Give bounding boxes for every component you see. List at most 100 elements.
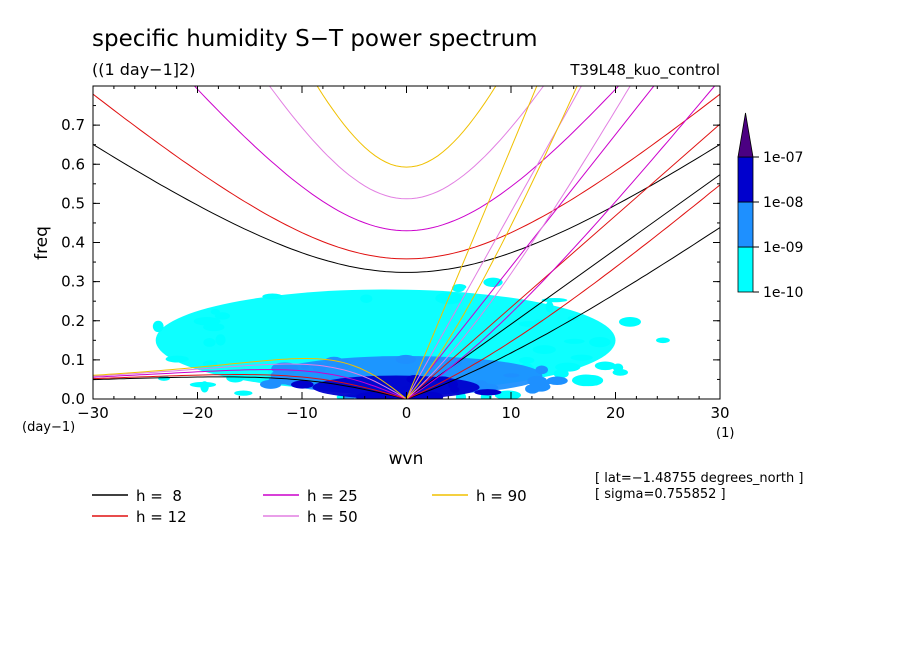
- y-tick-label: 0.7: [61, 116, 85, 134]
- power-region-1-blotch: [535, 365, 548, 375]
- colorbar-label: 1e-09: [763, 240, 803, 256]
- dispersion-curve-h8-kelvin: [406, 174, 720, 399]
- x-tick-label: −20: [182, 404, 214, 422]
- power-region-0-blotch: [165, 355, 189, 363]
- power-region-0-blotch: [545, 301, 554, 313]
- x-axis-ticks: −30 −20 −10 0 10 20 30: [77, 86, 730, 422]
- power-region-0-blotch: [203, 338, 216, 347]
- y-tick-label: 0.2: [61, 312, 85, 330]
- x-tick-label: 10: [501, 404, 520, 422]
- power-region-2-blotch: [448, 379, 458, 389]
- legend-label: h = 50: [307, 508, 358, 526]
- power-region-0-blotch: [494, 390, 521, 399]
- colorbar-label: 1e-10: [763, 285, 803, 301]
- dispersion-curve-h50-rossby: [93, 363, 407, 399]
- run-label: T39L48_kuo_control: [569, 61, 720, 80]
- y-tick-label: 0.5: [61, 194, 85, 212]
- legend-label: h = 90: [476, 487, 527, 505]
- x-tick-label: 20: [606, 404, 625, 422]
- x-axis-unit: (1): [716, 426, 734, 441]
- colorbar-top-arrow: [737, 112, 754, 158]
- x-axis-label: wvn: [389, 449, 424, 469]
- dispersion-curve-h90-rossby: [93, 358, 407, 399]
- power-region-0-blotch: [656, 337, 670, 344]
- dispersion-curve-h50-ig1: [268, 86, 545, 200]
- dispersion-curve-h25-rossby: [93, 369, 407, 399]
- colorbar-segment-1: [737, 201, 754, 248]
- annotation-lat: [ lat=−1.48755 degrees_north ]: [595, 471, 803, 486]
- colorbar-segment-0: [737, 246, 754, 293]
- dispersion-curve-h12-ig1: [93, 93, 720, 260]
- power-region-1-blotch: [268, 375, 295, 384]
- power-regions: [152, 277, 670, 399]
- power-region-0-blotch: [451, 284, 465, 293]
- dispersion-curve-h12-rossby: [93, 374, 407, 399]
- colorbar: 1e-10 1e-09 1e-08 1e-07: [737, 112, 803, 301]
- x-tick-label: 0: [402, 404, 412, 422]
- power-region-1-blotch: [448, 358, 462, 368]
- dispersion-curve-h25-eig0: [406, 86, 716, 399]
- chart-title: specific humidity S−T power spectrum: [92, 26, 538, 52]
- power-region-1-blotch: [271, 362, 299, 375]
- power-region-0-blotch: [594, 361, 616, 371]
- power-region-2-blotch: [474, 389, 502, 396]
- power-region-0-blotch: [518, 320, 539, 327]
- dispersion-curve-h50-kelvin: [406, 86, 582, 399]
- y-axis-label: freq: [32, 226, 52, 260]
- power-region-0-blotch: [435, 292, 464, 305]
- colorbar-segment-2: [737, 156, 754, 203]
- dispersion-curve-h25-kelvin: [406, 86, 655, 399]
- power-region-0-blotch: [618, 317, 641, 327]
- legend-label: h = 12: [136, 508, 187, 526]
- power-region-0-blotch: [519, 357, 535, 364]
- x-tick-label: −10: [286, 404, 318, 422]
- power-region-1-blotch: [525, 384, 540, 394]
- power-region-0-blotch: [533, 319, 544, 324]
- annotation-sigma: [ sigma=0.755852 ]: [595, 487, 726, 502]
- dispersion-curve-h8-rossby: [93, 376, 407, 399]
- power-region-1-blotch: [503, 373, 520, 378]
- power-region-0-blotch: [210, 308, 220, 315]
- dispersion-curve-h12-kelvin: [406, 123, 720, 399]
- dispersion-curve-h8-ig1: [93, 143, 720, 273]
- power-region-2-blotch: [291, 380, 314, 389]
- power-region-0-blotch: [234, 390, 253, 396]
- power-region-1-blotch: [300, 364, 310, 369]
- power-region-0-blotch: [589, 337, 611, 348]
- y-axis-ticks: 0.0 0.1 0.2 0.3 0.4 0.5 0.6 0.7: [61, 85, 720, 408]
- y-tick-label: 0.0: [61, 390, 85, 408]
- power-region-0-blotch: [563, 338, 585, 344]
- dispersion-curve-h8-eig0: [406, 227, 720, 399]
- x-tick-label: −30: [77, 404, 109, 422]
- power-region-1-blotch: [527, 375, 548, 387]
- dispersion-curve-h50-eig0: [406, 86, 631, 399]
- power-region-0-blotch: [152, 320, 164, 333]
- power-region-0-blotch: [214, 312, 231, 320]
- power-region-2-blotch: [417, 391, 444, 399]
- legend-label: h = 25: [307, 487, 358, 505]
- power-region-1-blotch: [395, 354, 417, 364]
- power-region-0-blotch: [532, 345, 556, 354]
- dispersion-curve-h12-eig0: [406, 184, 720, 399]
- power-region-0-blotch: [570, 354, 593, 361]
- power-region-0-blotch: [226, 372, 245, 383]
- power-region-0-blotch: [541, 298, 568, 303]
- x-tick-label: 30: [710, 404, 729, 422]
- power-region-0-blotch: [203, 322, 225, 332]
- power-region-0-blotch: [262, 293, 283, 300]
- power-region-0-blotch: [612, 369, 629, 376]
- power-region-1-blotch: [546, 376, 568, 386]
- power-region-0-blotch: [189, 381, 217, 388]
- power-region-0-blotch: [571, 374, 600, 387]
- legend: h = 8 h = 12 h = 25 h = 50 h = 90: [92, 487, 527, 526]
- power-region-0-blotch: [215, 334, 226, 346]
- power-region-0-blotch: [553, 369, 569, 379]
- power-region-0-blotch: [483, 277, 503, 288]
- chart-subtitle: ((1 day−1]2): [92, 60, 195, 79]
- y-tick-label: 0.3: [61, 273, 85, 291]
- colorbar-label: 1e-07: [763, 150, 803, 166]
- dispersion-curve-h90-eig0: [406, 86, 578, 399]
- dispersion-curve-h90-ig1: [316, 86, 497, 168]
- dispersion-curve-h90-kelvin: [406, 86, 538, 399]
